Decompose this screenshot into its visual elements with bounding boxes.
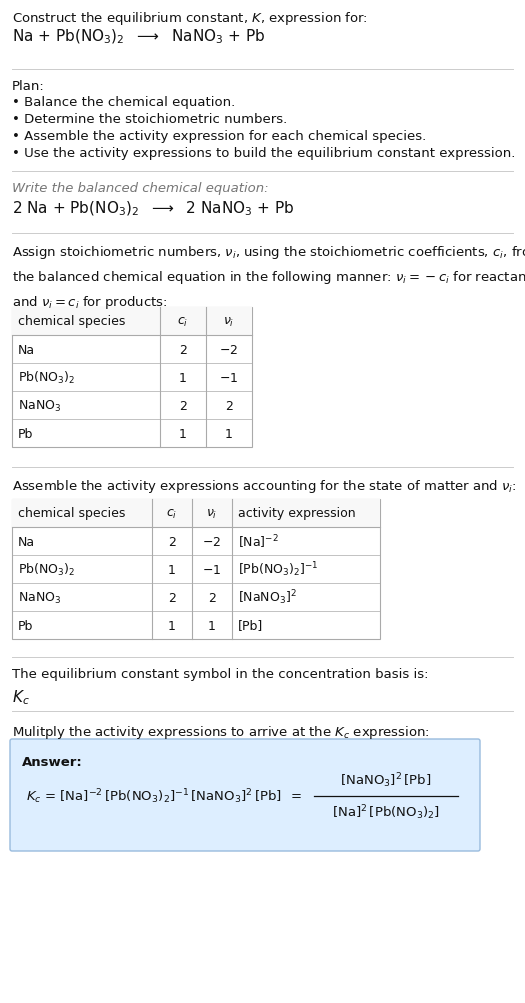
Text: $K_c$ = $\mathrm{[Na]^{-2}\,[Pb(NO_3)_2]^{-1}\,[NaNO_3]^2\,[Pb]}$: $K_c$ = $\mathrm{[Na]^{-2}\,[Pb(NO_3)_2]… — [26, 787, 282, 805]
Text: 2: 2 — [179, 343, 187, 356]
Text: 2: 2 — [179, 399, 187, 412]
Text: 1: 1 — [179, 427, 187, 440]
Text: [Pb(NO$_3$)$_2$]$^{-1}$: [Pb(NO$_3$)$_2$]$^{-1}$ — [238, 560, 319, 579]
Bar — [12, 308, 252, 336]
Text: 1: 1 — [179, 371, 187, 384]
Text: Answer:: Answer: — [22, 755, 83, 768]
FancyBboxPatch shape — [10, 739, 480, 852]
Text: 2: 2 — [168, 591, 176, 604]
Text: [Na]$^{-2}$: [Na]$^{-2}$ — [238, 533, 279, 551]
Text: Na: Na — [18, 535, 35, 548]
Text: 1: 1 — [168, 619, 176, 632]
Text: 2 Na + Pb(NO$_3$)$_2$  $\longrightarrow$  2 NaNO$_3$ + Pb: 2 Na + Pb(NO$_3$)$_2$ $\longrightarrow$ … — [12, 200, 295, 219]
Text: Construct the equilibrium constant, $K$, expression for:: Construct the equilibrium constant, $K$,… — [12, 10, 368, 27]
Text: 1: 1 — [208, 619, 216, 632]
Text: $\mathrm{[NaNO_3]^2\,[Pb]}$: $\mathrm{[NaNO_3]^2\,[Pb]}$ — [340, 771, 432, 789]
Text: activity expression: activity expression — [238, 507, 355, 520]
Bar — [12, 499, 380, 528]
Text: 1: 1 — [225, 427, 233, 440]
Text: $c_i$: $c_i$ — [166, 507, 177, 520]
Text: $c_i$: $c_i$ — [177, 315, 188, 328]
Text: $-2$: $-2$ — [219, 343, 238, 356]
Text: $\mathrm{[Na]^2\,[Pb(NO_3)_2]}$: $\mathrm{[Na]^2\,[Pb(NO_3)_2]}$ — [332, 802, 440, 821]
Text: $\nu_i$: $\nu_i$ — [223, 315, 235, 328]
Text: [Pb]: [Pb] — [238, 619, 263, 632]
Text: Pb: Pb — [18, 619, 34, 632]
Text: Pb: Pb — [18, 427, 34, 440]
Text: =: = — [291, 789, 302, 802]
Text: • Balance the chemical equation.: • Balance the chemical equation. — [12, 96, 235, 109]
Text: Assemble the activity expressions accounting for the state of matter and $\nu_i$: Assemble the activity expressions accoun… — [12, 477, 517, 494]
Text: chemical species: chemical species — [18, 315, 125, 328]
Text: Pb(NO$_3$)$_2$: Pb(NO$_3$)$_2$ — [18, 562, 75, 578]
Text: Plan:: Plan: — [12, 80, 45, 93]
Text: • Assemble the activity expression for each chemical species.: • Assemble the activity expression for e… — [12, 129, 426, 142]
Text: $-1$: $-1$ — [203, 563, 222, 576]
Text: Pb(NO$_3$)$_2$: Pb(NO$_3$)$_2$ — [18, 369, 75, 386]
Text: • Use the activity expressions to build the equilibrium constant expression.: • Use the activity expressions to build … — [12, 146, 516, 159]
Text: 2: 2 — [225, 399, 233, 412]
Text: Mulitply the activity expressions to arrive at the $K_c$ expression:: Mulitply the activity expressions to arr… — [12, 723, 430, 740]
Text: Assign stoichiometric numbers, $\nu_i$, using the stoichiometric coefficients, $: Assign stoichiometric numbers, $\nu_i$, … — [12, 244, 525, 310]
Bar — [12, 499, 380, 639]
Text: $-1$: $-1$ — [219, 371, 238, 384]
Text: • Determine the stoichiometric numbers.: • Determine the stoichiometric numbers. — [12, 113, 287, 125]
Text: Na: Na — [18, 343, 35, 356]
Text: 2: 2 — [208, 591, 216, 604]
Text: 2: 2 — [168, 535, 176, 548]
Text: The equilibrium constant symbol in the concentration basis is:: The equilibrium constant symbol in the c… — [12, 667, 428, 680]
Text: $-2$: $-2$ — [203, 535, 222, 548]
Text: 1: 1 — [168, 563, 176, 576]
Text: Write the balanced chemical equation:: Write the balanced chemical equation: — [12, 182, 269, 195]
Text: chemical species: chemical species — [18, 507, 125, 520]
Text: NaNO$_3$: NaNO$_3$ — [18, 398, 61, 413]
Text: $\nu_i$: $\nu_i$ — [206, 507, 218, 520]
Text: [NaNO$_3$]$^2$: [NaNO$_3$]$^2$ — [238, 588, 297, 607]
Text: NaNO$_3$: NaNO$_3$ — [18, 590, 61, 605]
Bar — [12, 308, 252, 447]
Text: Na + Pb(NO$_3$)$_2$  $\longrightarrow$  NaNO$_3$ + Pb: Na + Pb(NO$_3$)$_2$ $\longrightarrow$ Na… — [12, 28, 266, 46]
Text: $K_c$: $K_c$ — [12, 687, 30, 706]
